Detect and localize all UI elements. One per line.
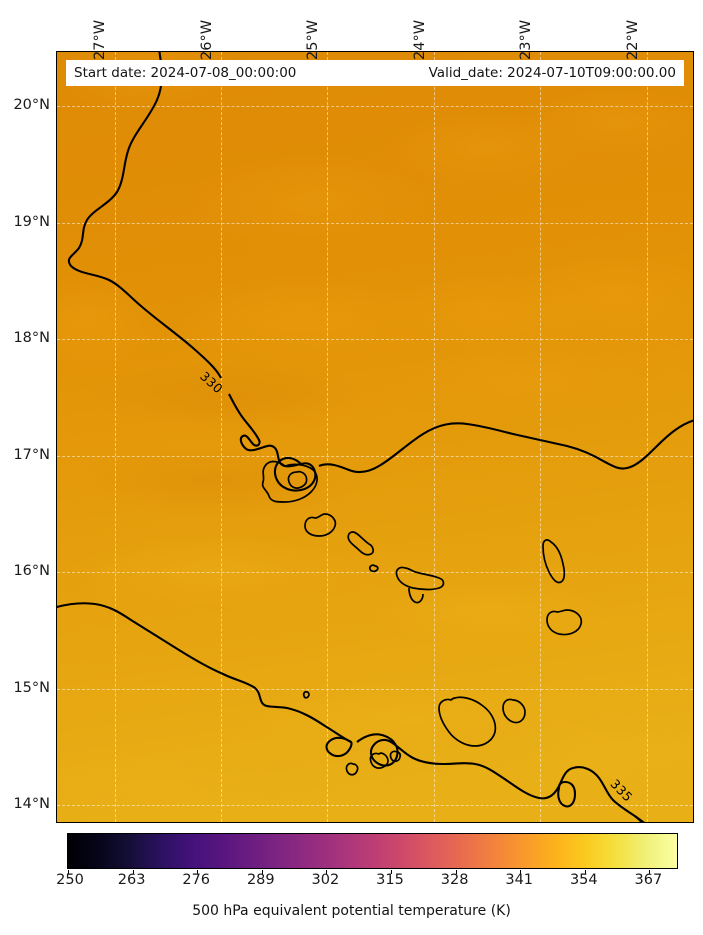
contour-line-335 xyxy=(57,602,352,743)
colorbar-label-250: 250 xyxy=(56,872,84,888)
lat-tick-14n: 14°N xyxy=(13,796,50,812)
lon-tick-22w: 22°W xyxy=(625,19,641,60)
colorbar-tick-367 xyxy=(649,870,651,874)
colorbar-gradient xyxy=(68,834,677,868)
colorbar-label-341: 341 xyxy=(505,872,534,888)
coastline-boa-vista xyxy=(395,566,445,604)
colorbar-label-289: 289 xyxy=(246,872,275,888)
contour-line-330-east xyxy=(318,419,693,474)
lon-tick-27w: 27°W xyxy=(92,19,108,60)
coastline-brava xyxy=(369,752,389,769)
colorbar-tick-250 xyxy=(68,870,69,874)
colorbar-label-263: 263 xyxy=(117,872,146,888)
date-info-banner: Start date: 2024-07-08_00:00:00 Valid_da… xyxy=(66,60,684,86)
contour-line-335-tail xyxy=(634,815,644,822)
lat-tick-17n: 17°N xyxy=(13,447,50,463)
colorbar-tick-315 xyxy=(391,870,392,874)
colorbar-tick-328 xyxy=(455,870,457,874)
colorbar-tick-354 xyxy=(584,870,586,874)
coastline-fogo xyxy=(502,698,526,724)
lat-tick-16n: 16°N xyxy=(13,563,50,579)
lat-tick-18n: 18°N xyxy=(13,330,50,346)
colorbar-label-354: 354 xyxy=(569,872,598,888)
contour-line-330 xyxy=(67,52,222,379)
colorbar-tick-263 xyxy=(132,870,134,874)
contour-line-335-d xyxy=(557,780,577,808)
coastline-santiago xyxy=(438,696,497,747)
lon-tick-23w: 23°W xyxy=(518,19,534,60)
coastline-santo-antao xyxy=(261,460,318,503)
colorbar-tick-341 xyxy=(520,870,522,874)
coastline-sal xyxy=(542,539,566,584)
coastline-layer xyxy=(261,460,583,776)
colorbar-label-367: 367 xyxy=(634,872,663,888)
colorbar-label-302: 302 xyxy=(311,872,340,888)
coastline-santa-luzia xyxy=(304,513,337,537)
valid-date-label: Valid_date: 2024-07-10T09:00:00.00 xyxy=(428,65,676,81)
start-date-label: Start date: 2024-07-08_00:00:00 xyxy=(74,65,297,81)
contour-line-335-b xyxy=(325,736,353,758)
coastline-maio xyxy=(546,609,583,636)
coastline-islet-3 xyxy=(302,690,310,699)
lat-tick-15n: 15°N xyxy=(13,680,50,696)
contour-line-330-b xyxy=(228,393,302,468)
colorbar-tick-276 xyxy=(197,870,199,874)
coastline-sao-nicolau xyxy=(347,531,375,556)
coastline-rombo xyxy=(345,762,359,776)
lon-tick-26w: 26°W xyxy=(199,19,215,60)
colorbar-label-276: 276 xyxy=(182,872,211,888)
colorbar-label-328: 328 xyxy=(440,872,469,888)
colorbar-tick-289 xyxy=(261,870,263,874)
lat-tick-19n: 19°N xyxy=(13,214,50,230)
coastline-islet xyxy=(369,564,379,573)
map-plot-area[interactable] xyxy=(56,51,694,823)
colorbar[interactable] xyxy=(67,833,678,874)
coastline-islet-2 xyxy=(389,750,402,763)
colorbar-tick-302 xyxy=(326,870,328,874)
colorbar-label-315: 315 xyxy=(376,872,404,888)
lon-tick-25w: 25°W xyxy=(305,19,321,60)
colorbar-title: 500 hPa equivalent potential temperature… xyxy=(192,903,511,919)
coastline-sao-vicente xyxy=(287,470,308,489)
lon-tick-24w: 24°W xyxy=(412,19,428,60)
lat-tick-20n: 20°N xyxy=(13,97,50,113)
theta-e-field xyxy=(57,52,693,822)
